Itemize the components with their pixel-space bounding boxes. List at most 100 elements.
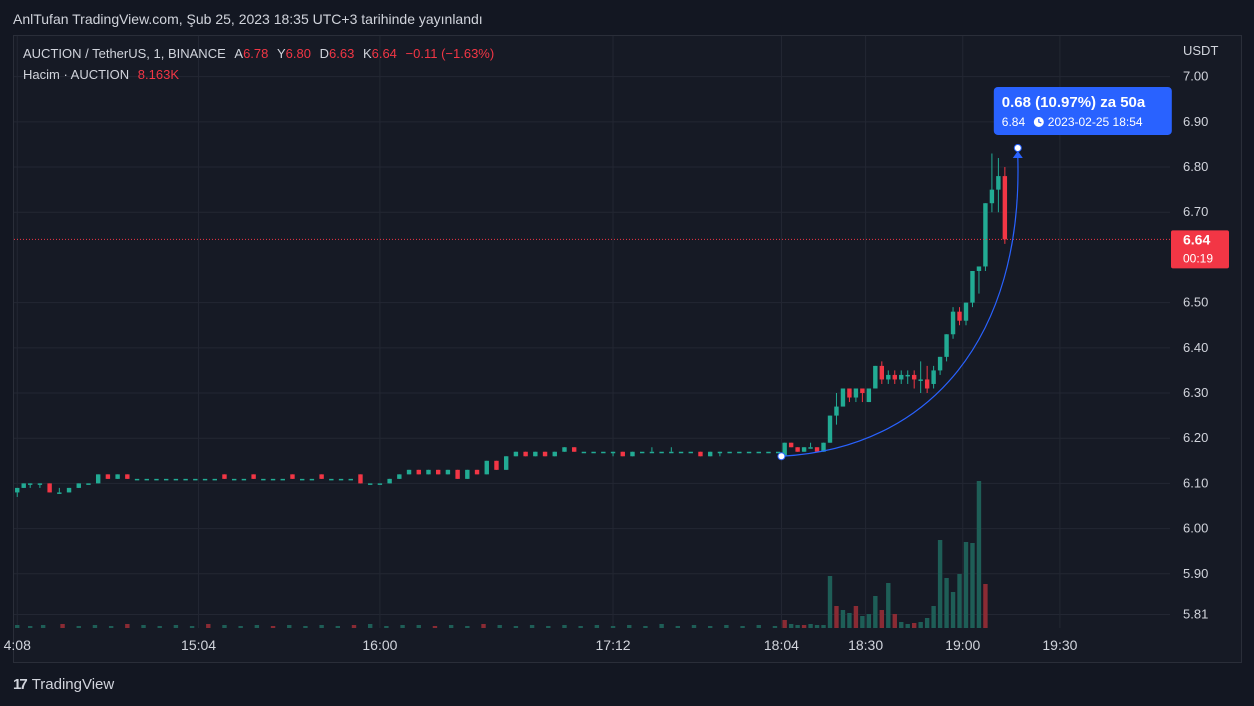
volume-bar (222, 625, 227, 628)
volume-bar (416, 625, 421, 628)
candle (309, 478, 315, 481)
candle (944, 334, 949, 357)
candle (154, 478, 159, 481)
volume-bar (740, 626, 745, 628)
y-tick-label: 6.80 (1183, 159, 1208, 174)
candle (766, 451, 771, 454)
candle (367, 483, 373, 485)
grid (14, 36, 1170, 628)
candle (503, 456, 509, 470)
volume-bar (319, 625, 324, 628)
candle (397, 474, 402, 479)
candle (416, 469, 421, 475)
volume-bar (238, 626, 243, 628)
candle (523, 451, 528, 457)
candle (911, 374, 917, 380)
candle (795, 447, 800, 452)
volume-bar (627, 625, 632, 628)
candle (348, 478, 353, 481)
volume-bar (60, 624, 65, 628)
candle (251, 474, 256, 479)
volume-bar (448, 625, 454, 628)
volume-bar (795, 625, 800, 628)
candle (571, 447, 577, 452)
volume-bar (821, 625, 826, 628)
candle (581, 451, 587, 454)
volume-bar (886, 583, 891, 628)
tradingview-logo-icon: 17 (13, 676, 28, 693)
volume-bar (562, 625, 567, 628)
volume-bar (610, 626, 616, 628)
candle (659, 451, 664, 454)
volume-bar (303, 626, 308, 628)
currency-label: USDT (1183, 43, 1218, 58)
candle (484, 460, 489, 475)
projection-annotation[interactable]: 0.68 (10.97%) za 50a 6.84 2023-02-25 18:… (993, 86, 1172, 158)
volume-bar (400, 625, 405, 628)
volume-bar (335, 626, 341, 628)
candle (717, 451, 723, 454)
target-arrow-icon (1012, 150, 1023, 158)
candle (66, 487, 72, 493)
candle (801, 447, 807, 452)
chart-panel[interactable] (13, 35, 1242, 663)
candle (163, 478, 169, 481)
candle (125, 474, 130, 479)
candle (1002, 176, 1008, 240)
candle (737, 451, 742, 454)
publish-caption: AnlTufan TradingView.com, Şub 25, 2023 1… (13, 11, 483, 27)
y-tick-label: 6.90 (1183, 114, 1208, 129)
candle (494, 460, 499, 470)
candle (193, 478, 198, 481)
volume-legend: Hacim · AUCTION 8.163K (23, 67, 179, 82)
candle (957, 311, 962, 321)
volume-bar (529, 625, 535, 628)
candle (840, 388, 846, 407)
candle (834, 406, 839, 416)
candle (620, 451, 625, 457)
volume-bar (367, 624, 373, 628)
candle (533, 451, 538, 457)
volume-bar (957, 574, 962, 628)
candle (950, 311, 956, 335)
candle (86, 483, 91, 485)
candle (435, 469, 441, 475)
x-tick-label: 19:30 (1042, 637, 1077, 653)
bar-countdown: 00:19 (1183, 251, 1213, 265)
y-tick-label: 6.40 (1183, 340, 1208, 355)
brand-name: TradingView (31, 676, 115, 693)
candle (329, 478, 334, 481)
candle (918, 379, 923, 381)
volume-bar (899, 622, 904, 628)
clock-icon (1033, 116, 1044, 127)
volume-bar (840, 610, 846, 628)
current-price-value: 6.64 (1183, 231, 1210, 247)
candle (808, 447, 813, 449)
volume-bar (782, 620, 787, 628)
candle (280, 478, 285, 481)
candle (899, 374, 904, 380)
volume-bar (384, 626, 389, 628)
volume-bar (659, 624, 664, 628)
tradingview-brand[interactable]: 17 TradingView (13, 676, 114, 693)
candle (698, 451, 703, 457)
candle (610, 451, 616, 454)
candle (924, 379, 930, 389)
volume-bar (643, 626, 648, 628)
volume-bar (497, 625, 502, 628)
x-tick-label: 15:04 (181, 637, 216, 653)
candle (270, 478, 276, 481)
volume-bar (983, 584, 988, 628)
candle (983, 203, 988, 267)
candle (173, 478, 179, 481)
volume-bar (287, 625, 292, 628)
candle (299, 478, 305, 481)
candle (886, 374, 891, 380)
candle (202, 478, 208, 481)
volume-value: 8.163K (137, 67, 179, 82)
y-tick-label: 6.70 (1183, 204, 1208, 219)
volume-bar (931, 606, 936, 628)
volume-bar (937, 540, 943, 628)
candle (144, 478, 149, 481)
